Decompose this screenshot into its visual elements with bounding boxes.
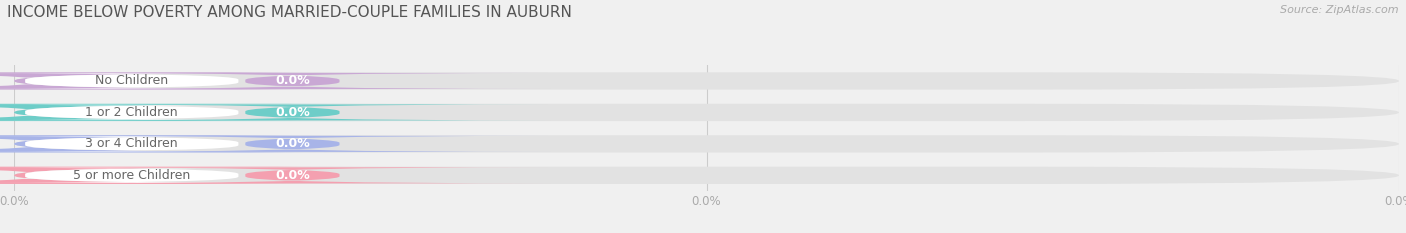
FancyBboxPatch shape bbox=[35, 167, 550, 183]
FancyBboxPatch shape bbox=[14, 72, 1399, 90]
FancyBboxPatch shape bbox=[0, 73, 302, 89]
Text: 0.0%: 0.0% bbox=[276, 106, 309, 119]
FancyBboxPatch shape bbox=[14, 104, 1399, 121]
FancyBboxPatch shape bbox=[35, 104, 550, 120]
Text: 3 or 4 Children: 3 or 4 Children bbox=[86, 137, 179, 150]
Text: 1 or 2 Children: 1 or 2 Children bbox=[86, 106, 179, 119]
FancyBboxPatch shape bbox=[35, 73, 550, 89]
Text: 0.0%: 0.0% bbox=[276, 169, 309, 182]
FancyBboxPatch shape bbox=[14, 135, 1399, 153]
FancyBboxPatch shape bbox=[0, 167, 388, 184]
FancyBboxPatch shape bbox=[0, 168, 302, 183]
Text: 0.0%: 0.0% bbox=[276, 75, 309, 87]
Text: INCOME BELOW POVERTY AMONG MARRIED-COUPLE FAMILIES IN AUBURN: INCOME BELOW POVERTY AMONG MARRIED-COUPL… bbox=[7, 5, 572, 20]
Text: 5 or more Children: 5 or more Children bbox=[73, 169, 190, 182]
FancyBboxPatch shape bbox=[0, 136, 302, 152]
FancyBboxPatch shape bbox=[0, 104, 388, 121]
FancyBboxPatch shape bbox=[35, 136, 550, 152]
FancyBboxPatch shape bbox=[0, 105, 302, 120]
Text: 0.0%: 0.0% bbox=[276, 137, 309, 150]
Text: Source: ZipAtlas.com: Source: ZipAtlas.com bbox=[1281, 5, 1399, 15]
Text: No Children: No Children bbox=[96, 75, 169, 87]
FancyBboxPatch shape bbox=[0, 135, 388, 153]
FancyBboxPatch shape bbox=[0, 72, 388, 90]
FancyBboxPatch shape bbox=[14, 167, 1399, 184]
